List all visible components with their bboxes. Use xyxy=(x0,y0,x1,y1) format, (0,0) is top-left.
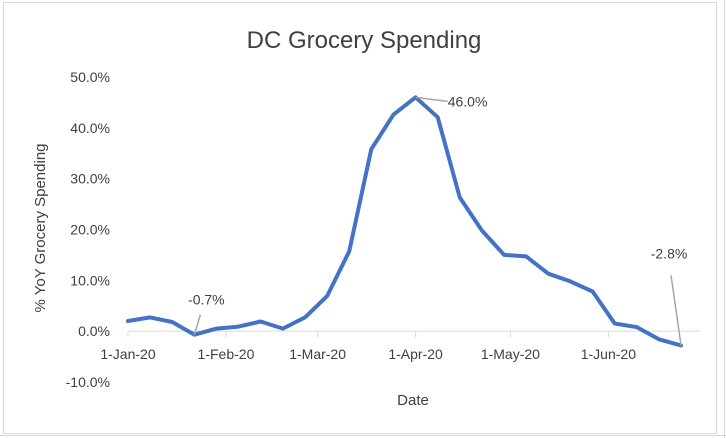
y-tick-label: 0.0% xyxy=(78,323,110,339)
x-tick-label: 1-May-20 xyxy=(481,346,540,362)
sheet-gridline xyxy=(724,0,725,438)
data-labels: -0.7% 46.0% -2.8% xyxy=(188,93,688,346)
y-axis: 50.0% 40.0% 30.0% 20.0% 10.0% 0.0% -10.0% xyxy=(66,69,110,390)
x-tick-label: 1-Jun-20 xyxy=(581,346,636,362)
x-tick-label: 1-Jan-20 xyxy=(100,346,155,362)
y-tick-label: 20.0% xyxy=(70,222,110,238)
x-axis: 1-Jan-20 1-Feb-20 1-Mar-20 1-Apr-20 1-May-20… xyxy=(100,346,636,362)
y-tick-label: 40.0% xyxy=(70,120,110,136)
y-axis-label: % YoY Grocery Spending xyxy=(32,143,49,312)
data-label: 46.0% xyxy=(448,93,488,109)
series-line xyxy=(126,95,683,348)
data-label-leader-line xyxy=(193,314,202,335)
data-label: -0.7% xyxy=(188,292,225,308)
data-label-leader-line xyxy=(670,275,682,346)
x-axis-label: Date xyxy=(397,392,429,409)
y-tick-label: 50.0% xyxy=(70,69,110,85)
x-axis-tick-marks xyxy=(127,331,609,338)
x-tick-label: 1-Apr-20 xyxy=(388,346,443,362)
chart-title: DC Grocery Spending xyxy=(247,27,482,54)
y-tick-label: -10.0% xyxy=(66,374,110,390)
x-tick-label: 1-Mar-20 xyxy=(289,346,346,362)
x-tick-label: 1-Feb-20 xyxy=(198,346,255,362)
chart-area[interactable] xyxy=(3,2,717,434)
sheet-gridline xyxy=(0,435,726,436)
y-tick-label: 30.0% xyxy=(70,171,110,187)
y-tick-label: 10.0% xyxy=(70,272,110,288)
data-label-leader-line xyxy=(415,96,448,103)
data-label: -2.8% xyxy=(651,245,688,261)
